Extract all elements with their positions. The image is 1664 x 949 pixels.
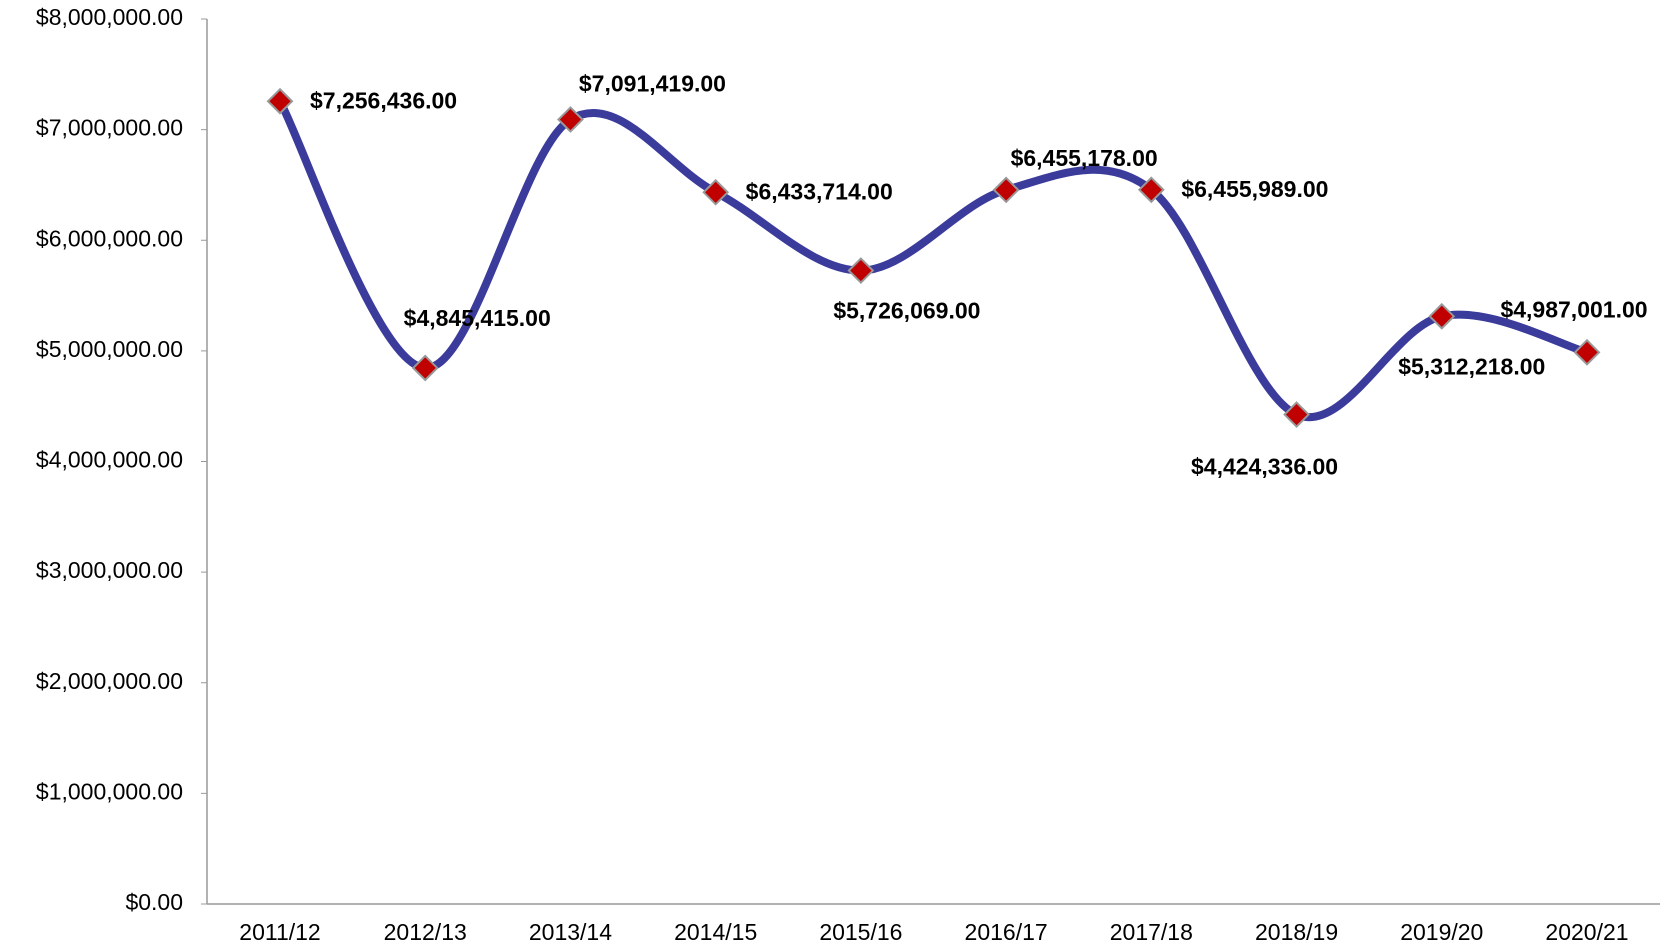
y-tick-label: $0.00 — [125, 889, 183, 915]
y-tick-label: $7,000,000.00 — [36, 115, 183, 141]
x-tick-label: 2012/13 — [384, 919, 467, 945]
y-tick-label: $8,000,000.00 — [36, 4, 183, 30]
series-line — [276, 97, 1591, 422]
x-tick-label: 2017/18 — [1110, 919, 1193, 945]
y-tick-label: $1,000,000.00 — [36, 778, 183, 804]
y-tick-label: $3,000,000.00 — [36, 557, 183, 583]
marker — [266, 87, 294, 115]
x-tick-label: 2020/21 — [1545, 919, 1628, 945]
data-label: $4,987,001.00 — [1500, 296, 1647, 322]
data-label: $7,256,436.00 — [310, 87, 457, 113]
marker — [1137, 176, 1165, 204]
data-label: $4,845,415.00 — [404, 305, 551, 331]
marker — [557, 106, 584, 133]
x-tick-label: 2013/14 — [529, 919, 612, 945]
x-tick-label: 2016/17 — [965, 919, 1048, 945]
data-label: $5,312,218.00 — [1398, 353, 1545, 379]
data-label: $5,726,069.00 — [833, 298, 980, 324]
marker — [1573, 338, 1601, 366]
data-label: $6,455,178.00 — [1011, 145, 1158, 171]
marker — [411, 354, 439, 382]
y-tick-label: $6,000,000.00 — [36, 225, 183, 251]
marker — [992, 176, 1020, 204]
data-label: $7,091,419.00 — [579, 71, 726, 97]
y-tick-label: $4,000,000.00 — [36, 447, 183, 473]
y-tick-label: $2,000,000.00 — [36, 668, 183, 694]
y-tick-label: $5,000,000.00 — [36, 336, 183, 362]
data-label: $6,433,714.00 — [746, 178, 893, 204]
x-tick-label: 2018/19 — [1255, 919, 1338, 945]
x-tick-label: 2019/20 — [1400, 919, 1483, 945]
marker — [1283, 401, 1310, 428]
data-label: $4,424,336.00 — [1191, 454, 1338, 480]
x-tick-label: 2014/15 — [674, 919, 757, 945]
data-label: $6,455,989.00 — [1181, 176, 1328, 202]
x-tick-label: 2011/12 — [239, 919, 320, 945]
marker — [847, 257, 875, 284]
marker — [702, 178, 730, 206]
x-tick-label: 2015/16 — [819, 919, 902, 945]
marker — [1428, 302, 1456, 330]
